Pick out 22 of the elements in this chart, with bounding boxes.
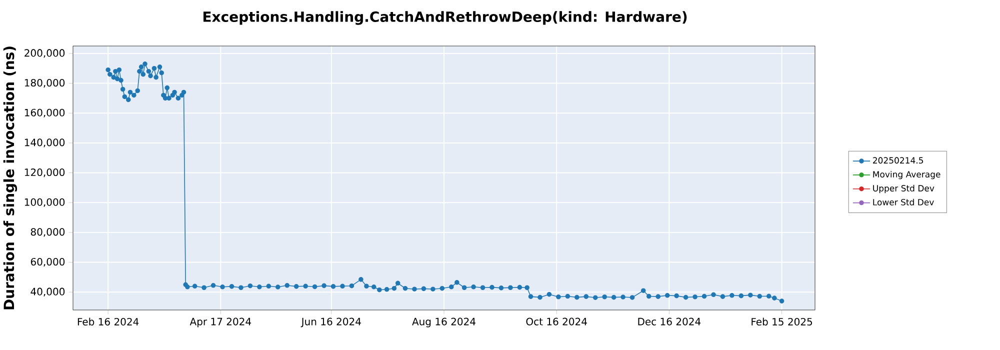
y-tick-label: 40,000 bbox=[30, 288, 65, 296]
y-tick-label: 140,000 bbox=[24, 138, 65, 148]
legend-label: Upper Std Dev bbox=[873, 184, 934, 194]
chart-title: Exceptions.Handling.CatchAndRethrowDeep(kind: Hardware) bbox=[203, 11, 687, 25]
y-tick-label: 160,000 bbox=[24, 108, 65, 118]
y-tick-label: 180,000 bbox=[24, 78, 65, 88]
x-tick-label: Dec 16 2024 bbox=[638, 318, 701, 326]
x-tick-label: Feb 15 2025 bbox=[752, 318, 812, 326]
y-tick-label: 60,000 bbox=[30, 258, 65, 267]
y-axis-title: Duration of single invocation (ns) bbox=[3, 46, 18, 310]
x-tick-label: Aug 16 2024 bbox=[412, 318, 476, 328]
y-tick-label: 120,000 bbox=[24, 168, 65, 178]
legend-label: Moving Average bbox=[873, 170, 940, 180]
legend-label: Lower Std Dev bbox=[873, 198, 934, 206]
y-tick-label: 200,000 bbox=[24, 49, 65, 58]
x-tick-label: Feb 16 2024 bbox=[78, 318, 139, 326]
y-tick-label: 100,000 bbox=[24, 198, 65, 207]
x-tick-label: Oct 16 2024 bbox=[526, 318, 587, 326]
x-tick-label: Jun 16 2024 bbox=[300, 318, 361, 328]
x-tick-label: Apr 17 2024 bbox=[190, 318, 251, 328]
y-tick-label: 80,000 bbox=[30, 228, 65, 237]
legend-label: 20250214.5 bbox=[873, 157, 924, 164]
